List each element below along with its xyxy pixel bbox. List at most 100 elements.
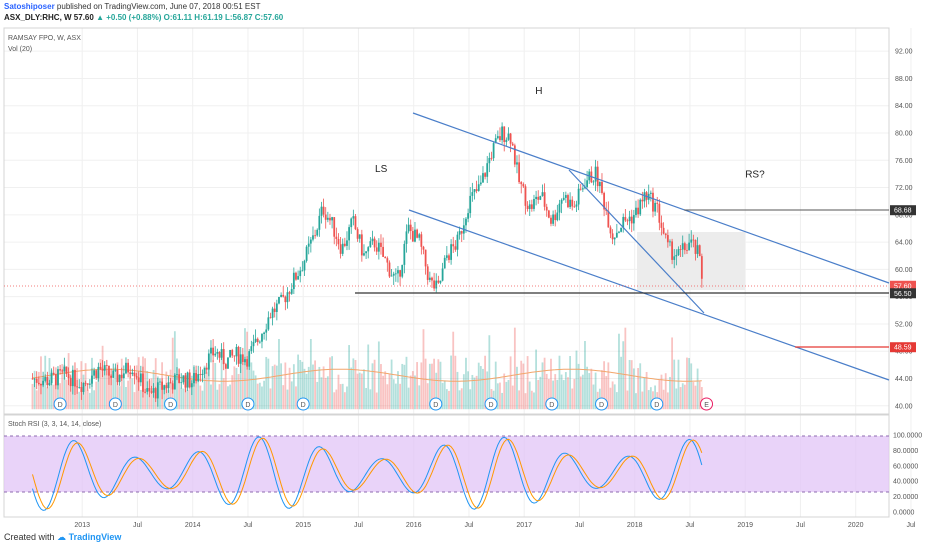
volume-bar: [477, 362, 480, 410]
chart-canvas[interactable]: D D D D D D D D D D E LS H RS? 92.00 88.00 84.00 80.00 7…: [0, 0, 932, 530]
candle-body: [594, 166, 597, 182]
y-tick-label: 84.00: [895, 103, 913, 110]
dividend-marker-icon[interactable]: [108, 397, 122, 411]
candle-body: [82, 382, 85, 392]
dividend-marker-icon[interactable]: [595, 397, 609, 411]
time-axis[interactable]: 2013 Jul 2014 Jul 2015 Jul 2016 Jul 2017 Jul 2018 J…: [74, 522, 915, 529]
candle-body: [101, 368, 104, 371]
candle-body: [520, 182, 523, 185]
volume-bar: [63, 364, 66, 410]
candle-body: [284, 296, 287, 303]
candle-body: [329, 217, 331, 221]
candle-body: [382, 246, 384, 257]
candle-body: [626, 220, 629, 222]
dividend-marker-icon[interactable]: [650, 397, 664, 411]
volume-bar: [622, 341, 625, 410]
candle-body: [662, 227, 665, 234]
volume-bar: [452, 331, 455, 410]
volume-bar: [592, 384, 595, 410]
volume-bar: [203, 365, 206, 410]
volume-bar: [212, 360, 214, 410]
volume-bar: [105, 369, 108, 410]
trend-line-steep[interactable]: [568, 169, 705, 314]
volume-bar: [182, 388, 185, 410]
candle-body: [433, 280, 435, 289]
volume-bar: [567, 377, 569, 410]
candle-body: [388, 262, 391, 277]
volume-bar: [471, 374, 474, 410]
candle-body: [452, 244, 455, 247]
dividend-marker-icon[interactable]: [296, 397, 310, 411]
tradingview-brand[interactable]: TradingView: [68, 532, 122, 542]
candle-body: [309, 239, 312, 244]
candle-body: [649, 192, 652, 194]
x-tick-label: 2015: [295, 522, 311, 529]
candle-body: [48, 383, 51, 386]
candle-body: [201, 373, 204, 376]
candle-body: [93, 370, 95, 376]
dividend-marker-icon[interactable]: [484, 397, 498, 411]
author-link[interactable]: Satoshiposer: [4, 2, 55, 11]
volume-bar: [326, 376, 329, 410]
candle-body: [494, 138, 497, 144]
candle-body: [526, 205, 529, 210]
volume-bar: [541, 362, 544, 410]
volume-bar: [658, 380, 661, 410]
candle-body: [59, 369, 61, 371]
volume-bar: [573, 378, 576, 410]
volume-bar: [78, 391, 81, 410]
volume-bar: [273, 364, 276, 410]
price-axis[interactable]: 92.00 88.00 84.00 80.00 76.00 72.00 68.00 64.00…: [895, 49, 913, 411]
candle-body: [496, 136, 499, 139]
volume-bar: [679, 387, 682, 410]
candle-body: [492, 143, 495, 159]
volume-bar: [443, 380, 446, 410]
pattern-annotation[interactable]: H: [535, 86, 542, 97]
dividend-marker-icon[interactable]: [545, 397, 559, 411]
volume-bar: [511, 385, 514, 410]
candle-body: [280, 294, 282, 297]
volume-bar: [635, 393, 637, 410]
dividend-marker-icon[interactable]: [241, 397, 255, 411]
candle-body: [333, 217, 336, 237]
volume-bar: [441, 382, 444, 410]
volume-bar: [569, 356, 571, 410]
volume-bar: [550, 358, 552, 410]
dividend-marker-icon[interactable]: [164, 397, 178, 411]
volume-bar: [218, 384, 221, 410]
candle-body: [125, 362, 127, 374]
candle-body: [299, 270, 302, 277]
volume-bar: [116, 362, 119, 410]
dividend-marker-icon[interactable]: [53, 397, 67, 411]
created-with-text: Created with: [4, 532, 55, 542]
stoch-tick-label: 40.0000: [893, 479, 918, 486]
pattern-annotation[interactable]: LS: [375, 164, 388, 175]
channel-upper-line[interactable]: [412, 112, 890, 284]
volume-bar: [649, 387, 652, 410]
candle-body: [552, 214, 554, 224]
stoch-tick-label: 80.0000: [893, 448, 918, 455]
candle-body: [214, 353, 217, 356]
candle-body: [673, 256, 676, 260]
pattern-annotation[interactable]: RS?: [745, 169, 765, 180]
candle-body: [169, 382, 172, 384]
candle-body: [190, 383, 193, 388]
candle-body: [479, 182, 482, 185]
candle-body: [210, 347, 212, 354]
candle-body: [110, 375, 112, 378]
volume-bar: [139, 389, 142, 410]
x-tick-label: Jul: [133, 522, 142, 529]
candle-body: [414, 229, 416, 242]
earnings-marker-icon[interactable]: [700, 397, 714, 411]
candle-body: [297, 276, 299, 280]
volume-bar: [65, 379, 68, 410]
candle-body: [394, 273, 397, 275]
volume-bar: [352, 358, 355, 410]
volume-bar: [186, 390, 189, 410]
stoch-tick-label: 60.0000: [893, 463, 918, 470]
candle-body: [698, 245, 701, 257]
channel-lower-line[interactable]: [408, 209, 890, 381]
dividend-marker-icon[interactable]: [429, 397, 443, 411]
candle-body: [188, 372, 191, 388]
volume-bar: [278, 339, 280, 410]
